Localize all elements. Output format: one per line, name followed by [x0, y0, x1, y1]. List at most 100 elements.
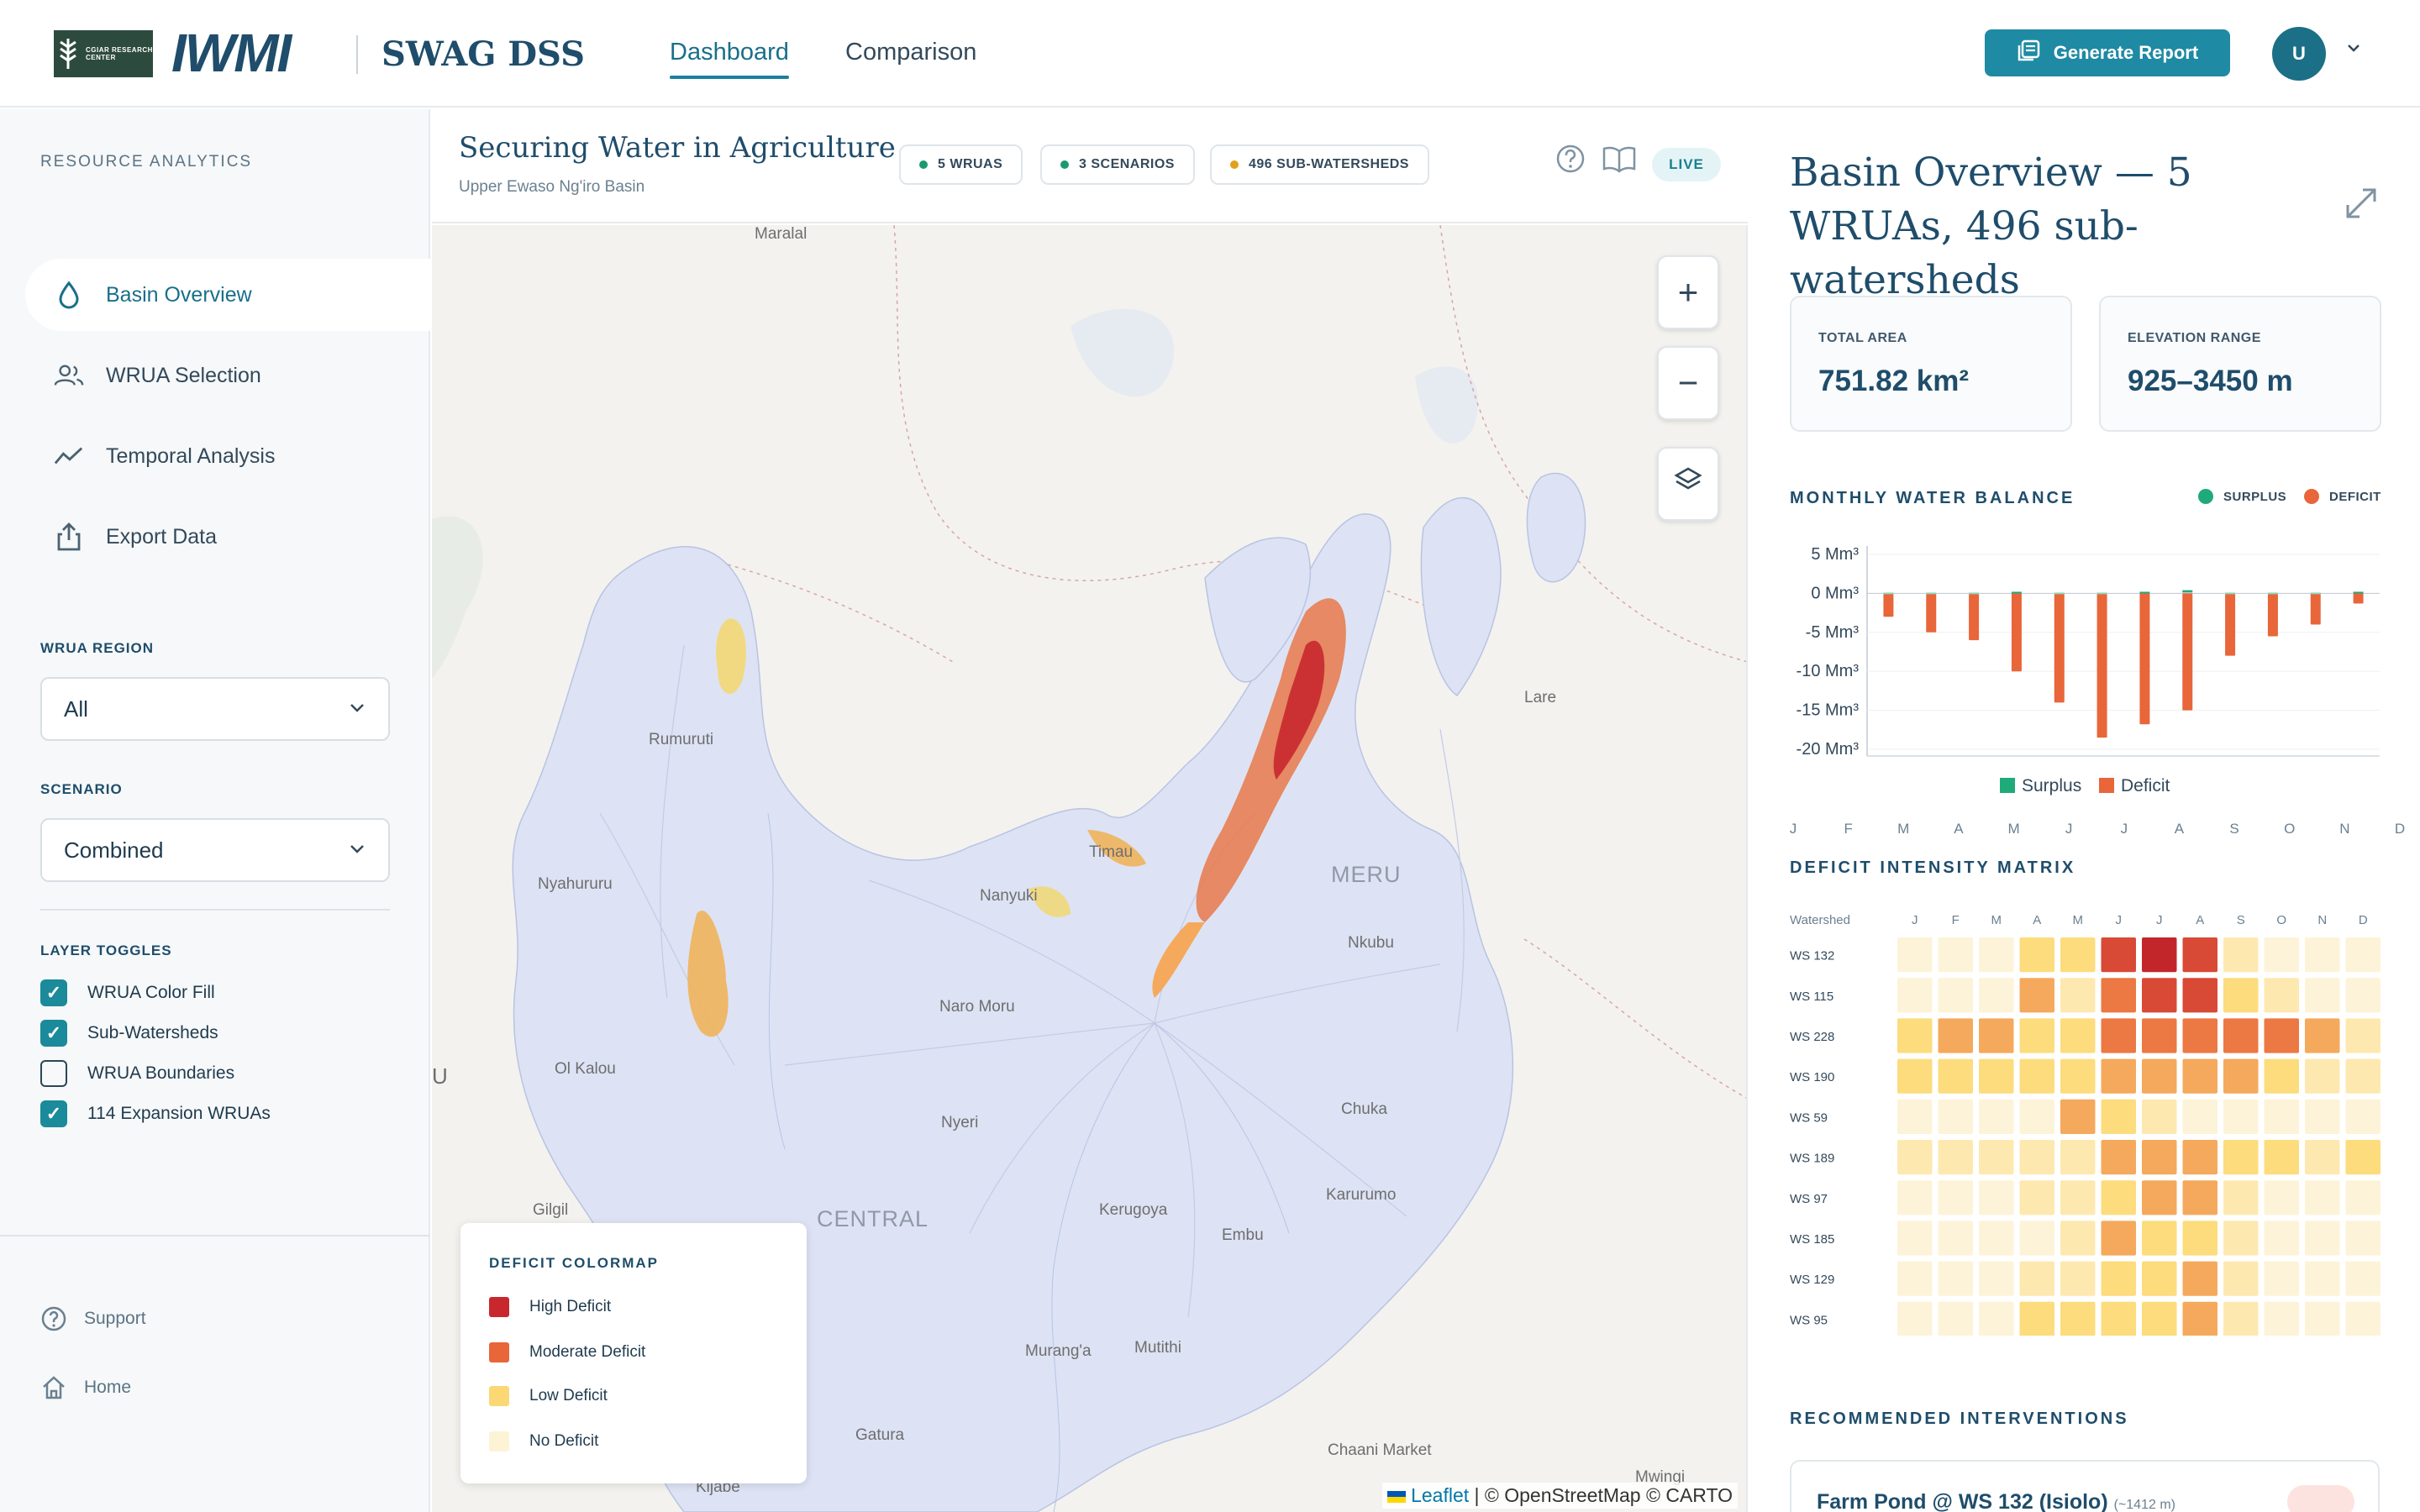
generate-report-button[interactable]: Generate Report [1985, 29, 2230, 76]
toggle-wrua-color-fill[interactable]: ✓ WRUA Color Fill [40, 979, 215, 1006]
stat-value: 751.82 km² [1818, 365, 1970, 397]
leaflet-link[interactable]: Leaflet [1411, 1484, 1470, 1506]
matrix-cell [2305, 1180, 2340, 1215]
matrix-cell [2101, 1018, 2136, 1053]
deficit-bar [2353, 593, 2364, 604]
toggle-wrua-boundaries[interactable]: WRUA Boundaries [40, 1060, 234, 1087]
matrix-cell [2019, 1180, 2054, 1215]
matrix-cell [2101, 1058, 2136, 1094]
sidebar-item-export-data[interactable]: Export Data [25, 501, 430, 573]
place-label: Murang'a [1025, 1342, 1092, 1360]
deficit-matrix: Watershed J F M A M J J A S O N D WS 132 WS 115 WS 228 W… [1790, 913, 2381, 1336]
legend-item-high: High Deficit [489, 1297, 611, 1317]
matrix-cell [2142, 1058, 2177, 1094]
toggle-label: WRUA Color Fill [87, 983, 215, 1002]
matrix-cell [2101, 1099, 2136, 1134]
place-label: Gilgil [533, 1201, 569, 1219]
matrix-cell [2182, 1261, 2217, 1296]
chip-wruas: 5 WRUAS [899, 144, 1023, 185]
deficit-bar [2267, 593, 2278, 637]
home-label: Home [84, 1378, 132, 1397]
sidebar-item-temporal-analysis[interactable]: Temporal Analysis [25, 420, 430, 492]
legend-surplus: SURPLUS [2198, 489, 2286, 504]
matrix-cell [2060, 937, 2096, 973]
legend-item-low: Low Deficit [489, 1386, 608, 1406]
matrix-cell [2305, 1058, 2340, 1094]
legend-dot [2304, 489, 2319, 504]
sidebar-item-basin-overview[interactable]: Basin Overview [25, 259, 430, 331]
matrix-cell [2345, 1058, 2381, 1094]
expand-icon[interactable] [2343, 185, 2380, 231]
surplus-bar [1969, 592, 1980, 595]
avatar[interactable]: U [2272, 27, 2326, 81]
x-tick-label: A [2175, 821, 2185, 837]
zoom-in-button[interactable]: + [1657, 255, 1719, 329]
map-canvas[interactable]: Maralal Rumuruti Nyahururu Ol Kalou Gilg… [432, 225, 1748, 1512]
layers-button[interactable] [1657, 447, 1719, 521]
matrix-cell [2019, 1221, 2054, 1256]
checkbox-checked[interactable]: ✓ [40, 1100, 67, 1127]
surplus-bar [2011, 591, 2022, 594]
matrix-row-label: WS 129 [1790, 1273, 1834, 1287]
zoom-out-button[interactable]: − [1657, 346, 1719, 420]
x-tick-label: J [2065, 821, 2073, 837]
toggle-expansion-wruas[interactable]: ✓ 114 Expansion WRUAs [40, 1100, 271, 1127]
deficit-bar [1969, 593, 1980, 641]
export-icon [54, 522, 84, 552]
matrix-row-label: WS 189 [1790, 1152, 1834, 1166]
matrix-cell [2182, 1018, 2217, 1053]
tab-dashboard[interactable]: Dashboard [670, 34, 789, 79]
toggle-sub-watersheds[interactable]: ✓ Sub-Watersheds [40, 1020, 218, 1047]
matrix-cell [2264, 1180, 2299, 1215]
wrua-region-select[interactable]: All [40, 677, 390, 741]
matrix-cell [2060, 1099, 2096, 1134]
home-link[interactable]: Home [40, 1374, 131, 1401]
matrix-cell [1938, 1018, 1973, 1053]
help-circle-icon [40, 1305, 69, 1332]
stat-label: ELEVATION RANGE [2128, 331, 2261, 345]
tab-comparison[interactable]: Comparison [845, 39, 977, 66]
intervention-card[interactable]: Farm Pond @ WS 132 (Isiolo) (~1412 m) [1790, 1460, 2380, 1512]
water-balance-title: MONTHLY WATER BALANCE [1790, 489, 2075, 507]
place-label: Karurumo [1326, 1186, 1397, 1204]
matrix-cell [2060, 1221, 2096, 1256]
help-circle-icon[interactable] [1555, 143, 1586, 179]
matrix-cell [2223, 1180, 2259, 1215]
scenario-label: SCENARIO [40, 781, 123, 797]
legend-label: DEFICIT [2329, 489, 2381, 504]
matrix-cell [2345, 1180, 2381, 1215]
cgiar-logo[interactable]: CGIAR RESEARCH CENTER [54, 30, 153, 77]
intervention-title: Farm Pond @ WS 132 (Isiolo) (~1412 m) [1817, 1490, 2175, 1512]
matrix-cell [2182, 1140, 2217, 1175]
iwmi-logo[interactable]: IWMI [171, 23, 292, 83]
matrix-cell [1897, 1301, 1933, 1336]
legend-deficit: DEFICIT [2304, 489, 2381, 504]
checkbox-checked[interactable]: ✓ [40, 979, 67, 1006]
checkbox-unchecked[interactable] [40, 1060, 67, 1087]
support-link[interactable]: Support [40, 1305, 146, 1332]
map-attribution: Leaflet | © OpenStreetMap © CARTO [1381, 1483, 1738, 1509]
chevron-down-icon[interactable] [2344, 39, 2363, 63]
chip-label: 5 WRUAS [938, 157, 1003, 171]
checkbox-checked[interactable]: ✓ [40, 1020, 67, 1047]
matrix-cell [1979, 937, 2014, 973]
legend-swatch-deficit [2099, 778, 2114, 793]
book-icon[interactable] [1602, 144, 1637, 177]
status-dot [919, 160, 928, 169]
scenario-select[interactable]: Combined [40, 818, 390, 882]
sidebar-item-wrua-selection[interactable]: WRUA Selection [25, 339, 430, 412]
home-icon [40, 1374, 69, 1401]
matrix-cell [2264, 1261, 2299, 1296]
matrix-cell [2101, 1180, 2136, 1215]
matrix-cell [1979, 1058, 2014, 1094]
matrix-cell [2305, 937, 2340, 973]
water-balance-chart: 5 Mm³ 0 Mm³ -5 Mm³ -10 Mm³ -15 Mm³ -20 Mm³ Sur… [1790, 545, 2405, 837]
logo-divider [356, 35, 358, 74]
place-label: Nanyuki [980, 887, 1038, 905]
surplus-bar [2182, 590, 2193, 593]
place-label: Gatura [855, 1426, 905, 1444]
matrix-cell [2264, 1018, 2299, 1053]
matrix-cell [2345, 937, 2381, 973]
matrix-cell [2060, 1180, 2096, 1215]
matrix-corner-label: Watershed [1790, 913, 1850, 927]
